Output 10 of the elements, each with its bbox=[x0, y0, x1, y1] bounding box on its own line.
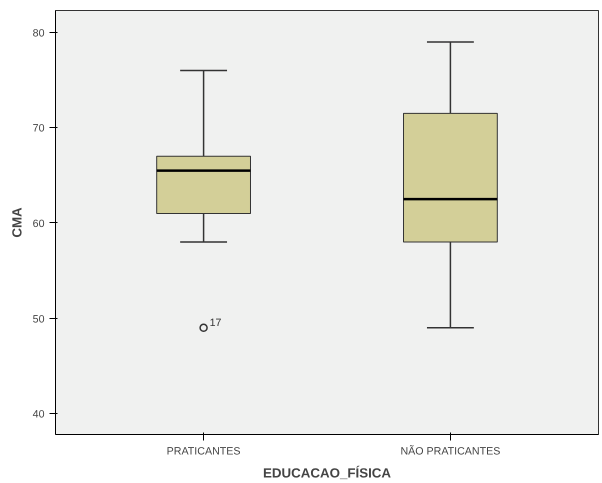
y-tick-label: 70 bbox=[32, 122, 45, 135]
y-tick-label: 80 bbox=[32, 27, 45, 40]
y-axis-title: CMA bbox=[10, 206, 25, 238]
y-tick-label: 60 bbox=[32, 218, 45, 230]
y-tick-label: 40 bbox=[32, 408, 45, 421]
x-tick-label: PRATICANTES bbox=[166, 446, 241, 458]
x-tick-label: NÃO PRATICANTES bbox=[400, 444, 500, 458]
annotation: 17 bbox=[210, 316, 222, 329]
y-tick-label: 50 bbox=[32, 313, 45, 326]
x-axis-title: EDUCACAO_FÍSICA bbox=[262, 466, 392, 480]
